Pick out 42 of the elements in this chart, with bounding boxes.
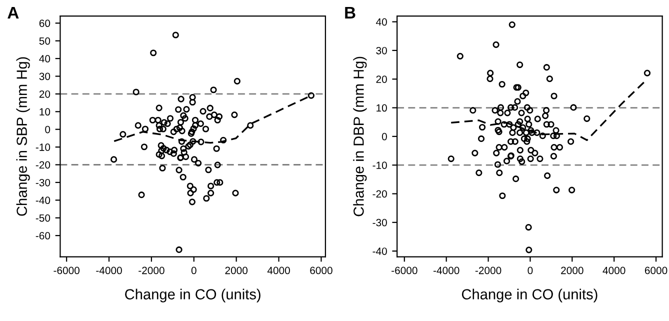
y-tick-label: 50: [39, 37, 50, 45]
y-tick-label: 60: [39, 20, 50, 28]
y-tick-label: 10: [40, 108, 50, 116]
chart-title: A: [8, 6, 19, 18]
y-tick-label: 20: [39, 90, 50, 98]
x-tick-label: 0: [528, 266, 533, 274]
y-tick-label: 10: [376, 104, 387, 112]
x-tick-label: 4000: [602, 266, 626, 274]
y-tick-label: -50: [36, 214, 50, 222]
y-axis-title: Change in SBP (mm Hg): [16, 57, 30, 216]
chart-title: B: [345, 6, 356, 18]
x-tick-label: 6000: [644, 266, 668, 274]
y-tick-label: -10: [372, 162, 387, 169]
y-tick-label: 20: [376, 76, 387, 83]
y-tick-label: 0: [45, 126, 50, 134]
y-tick-label: 40: [376, 18, 387, 26]
y-tick-label: -20: [372, 190, 387, 198]
x-tick-label: -2000: [475, 266, 502, 274]
x-tick-label: -6000: [392, 266, 418, 274]
y-axis-title: Change in DBP (mm Hg): [353, 56, 367, 216]
y-tick-label: 40: [39, 55, 50, 62]
x-tick-label: -6000: [54, 266, 80, 274]
x-tick-label: -4000: [433, 266, 460, 274]
x-tick-label: 6000: [310, 266, 332, 274]
x-tick-label: -4000: [96, 266, 122, 274]
x-axis-title: Change in CO (units): [462, 288, 598, 302]
x-tick-label: 2000: [561, 266, 584, 274]
y-tick-label: 30: [376, 46, 387, 54]
x-tick-label: 0: [191, 266, 196, 274]
x-tick-label: 4000: [267, 266, 290, 274]
y-tick-label: -60: [36, 232, 50, 240]
y-tick-label: -40: [372, 248, 387, 255]
y-tick-label: 0: [382, 132, 387, 140]
x-tick-label: 2000: [225, 266, 248, 274]
y-tick-label: -20: [36, 161, 50, 169]
y-tick-label: 30: [39, 72, 50, 80]
y-tick-label: -40: [36, 196, 50, 204]
y-tick-label: -30: [372, 218, 387, 226]
x-tick-label: -2000: [138, 266, 164, 274]
y-tick-label: -10: [36, 144, 50, 151]
x-axis-title: Change in CO (units): [125, 288, 260, 302]
y-tick-label: -30: [36, 178, 50, 186]
